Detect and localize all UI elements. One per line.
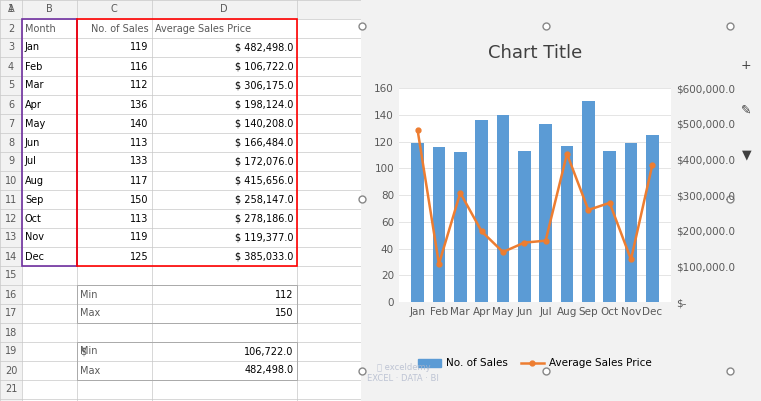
Text: Jul: Jul (25, 156, 37, 166)
Text: 133: 133 (130, 156, 149, 166)
Text: 9: 9 (8, 156, 14, 166)
Legend: No. of Sales, Average Sales Price: No. of Sales, Average Sales Price (414, 354, 656, 373)
Text: $ 278,186.0: $ 278,186.0 (235, 213, 294, 223)
Text: Oct: Oct (25, 213, 42, 223)
Text: $ 172,076.0: $ 172,076.0 (235, 156, 294, 166)
Text: 11: 11 (5, 194, 17, 205)
Text: 117: 117 (130, 176, 149, 186)
Text: 119: 119 (130, 233, 149, 243)
Bar (475, 120, 488, 302)
Text: Dec: Dec (25, 251, 44, 261)
Text: 113: 113 (130, 213, 149, 223)
Text: A: A (8, 4, 14, 14)
Bar (496, 115, 509, 302)
Text: $ 106,722.0: $ 106,722.0 (235, 61, 294, 71)
Text: Feb: Feb (25, 61, 43, 71)
Text: Nov: Nov (25, 233, 44, 243)
Text: 🏠 exceldemy
EXCEL · DATA · BI: 🏠 exceldemy EXCEL · DATA · BI (368, 363, 439, 383)
Text: $ 140,208.0: $ 140,208.0 (235, 119, 294, 128)
Text: 14: 14 (5, 251, 17, 261)
Text: $ 306,175.0: $ 306,175.0 (235, 81, 294, 91)
Text: 119: 119 (130, 43, 149, 53)
Text: 112: 112 (130, 81, 149, 91)
Bar (561, 146, 573, 302)
Text: Month: Month (25, 24, 56, 34)
Text: $: $ (80, 346, 86, 356)
Text: Chart Title: Chart Title (488, 44, 582, 62)
Text: Average Sales Price: Average Sales Price (154, 24, 251, 34)
Bar (0, 0, 22, 401)
Text: 1: 1 (8, 4, 14, 14)
Text: $ 198,124.0: $ 198,124.0 (235, 99, 294, 109)
Text: 125: 125 (130, 251, 149, 261)
Text: Max: Max (80, 365, 100, 375)
Text: ▼: ▼ (741, 148, 751, 161)
Text: $ 385,033.0: $ 385,033.0 (235, 251, 294, 261)
Text: 482,498.0: 482,498.0 (244, 365, 294, 375)
Text: 2: 2 (8, 24, 14, 34)
Text: 5: 5 (8, 81, 14, 91)
Bar (518, 151, 530, 302)
Text: 6: 6 (8, 99, 14, 109)
Text: 8: 8 (8, 138, 14, 148)
Text: 106,722.0: 106,722.0 (244, 346, 294, 356)
Text: 10: 10 (5, 176, 17, 186)
Text: 150: 150 (275, 308, 294, 318)
Text: $ 119,377.0: $ 119,377.0 (235, 233, 294, 243)
Text: No. of Sales: No. of Sales (91, 24, 149, 34)
Text: 12: 12 (5, 213, 18, 223)
Text: 116: 116 (130, 61, 149, 71)
Text: 140: 140 (130, 119, 149, 128)
Bar (77, 342, 297, 380)
Text: 4: 4 (8, 61, 14, 71)
Text: 19: 19 (5, 346, 17, 356)
Text: Jun: Jun (25, 138, 40, 148)
Bar (625, 143, 638, 302)
Bar (411, 143, 424, 302)
Bar (0, 0, 361, 19)
Bar (540, 124, 552, 302)
Text: Min: Min (80, 346, 97, 356)
Text: Apr: Apr (25, 99, 42, 109)
Bar (22, 19, 77, 266)
Text: $ 415,656.0: $ 415,656.0 (235, 176, 294, 186)
Text: Mar: Mar (25, 81, 43, 91)
Text: Max: Max (80, 308, 100, 318)
Text: 21: 21 (5, 385, 18, 395)
Text: 136: 136 (130, 99, 149, 109)
Bar (603, 151, 616, 302)
Text: C: C (111, 4, 118, 14)
Text: 18: 18 (5, 328, 17, 338)
Text: 112: 112 (275, 290, 294, 300)
Text: D: D (221, 4, 228, 14)
Text: 17: 17 (5, 308, 18, 318)
Text: ✎: ✎ (741, 103, 752, 116)
Text: Min: Min (80, 290, 97, 300)
Text: 113: 113 (130, 138, 149, 148)
Text: May: May (25, 119, 45, 128)
Text: 15: 15 (5, 271, 18, 281)
Text: 150: 150 (130, 194, 149, 205)
Text: Aug: Aug (25, 176, 44, 186)
Bar (432, 147, 445, 302)
Text: 13: 13 (5, 233, 17, 243)
Text: $ 482,498.0: $ 482,498.0 (235, 43, 294, 53)
Text: 3: 3 (8, 43, 14, 53)
Text: 7: 7 (8, 119, 14, 128)
Text: 16: 16 (5, 290, 17, 300)
Bar (77, 19, 297, 266)
Bar (582, 101, 594, 302)
Bar (454, 152, 466, 302)
Text: B: B (46, 4, 53, 14)
Text: Jan: Jan (25, 43, 40, 53)
Text: $ 166,484.0: $ 166,484.0 (235, 138, 294, 148)
Bar (646, 135, 659, 302)
Text: Sep: Sep (25, 194, 43, 205)
Text: $ 258,147.0: $ 258,147.0 (235, 194, 294, 205)
Bar (77, 285, 297, 323)
Text: +: + (741, 59, 752, 71)
Text: 20: 20 (5, 365, 18, 375)
